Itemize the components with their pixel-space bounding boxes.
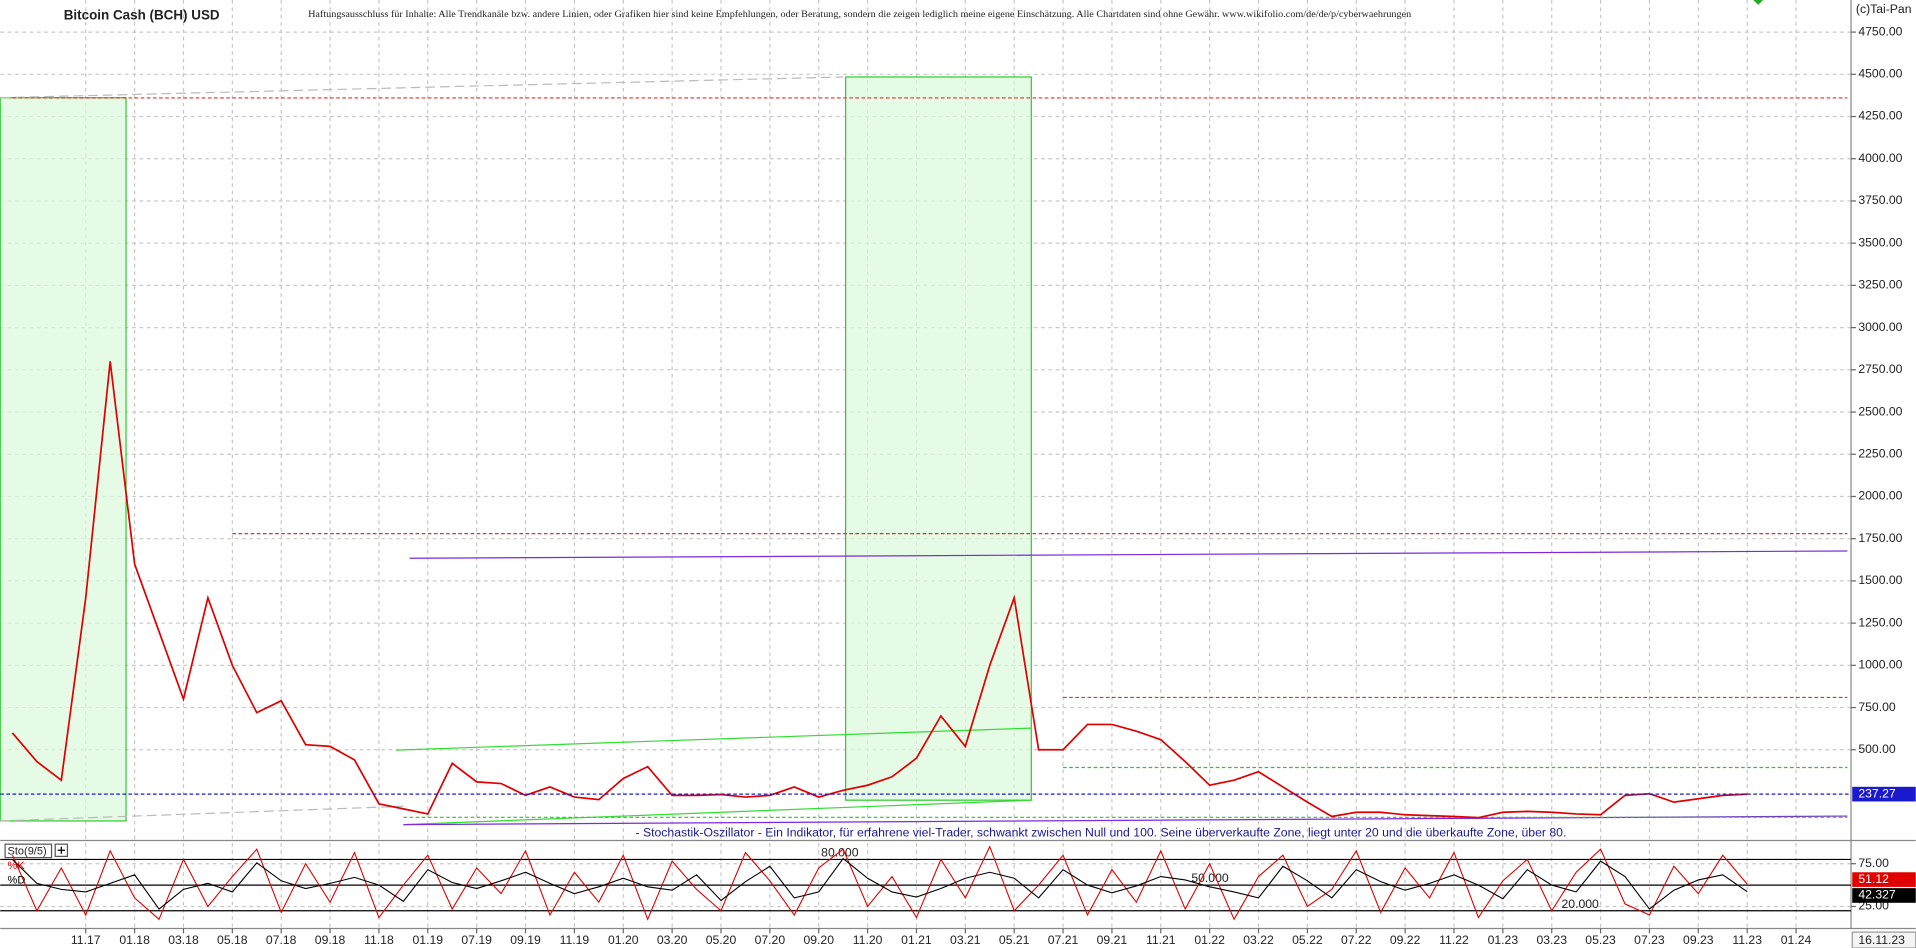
- x-tick-label: 11.21: [1146, 933, 1176, 947]
- legend-label: %D: [8, 875, 26, 887]
- x-tick-label: 07.23: [1634, 933, 1665, 947]
- x-tick-label: 09.22: [1390, 933, 1421, 947]
- level-label: 20.000: [1561, 897, 1599, 911]
- y-tick-label: 75.00: [1858, 856, 1889, 870]
- y-tick-label: 2500.00: [1858, 404, 1902, 418]
- y-tick-label: 4500.00: [1858, 67, 1902, 81]
- trend-line: [396, 727, 1032, 751]
- x-tick-label: 01.23: [1488, 933, 1519, 947]
- trend-line: [0, 805, 404, 822]
- x-tick-label: 01.21: [901, 933, 932, 947]
- level-label: 80.000: [821, 846, 859, 860]
- y-tick-label: 1250.00: [1858, 615, 1902, 629]
- level-label: 50.000: [1191, 871, 1229, 885]
- trend-line: [409, 550, 1848, 559]
- x-tick-label: 11.19: [560, 933, 590, 947]
- copyright: (c)Tai-Pan: [1856, 2, 1912, 16]
- x-tick-label: 09.19: [510, 933, 541, 947]
- y-tick-label: 2000.00: [1858, 489, 1902, 503]
- trend-line: [0, 76, 844, 99]
- last-value-label: 51.12: [1858, 872, 1889, 886]
- x-tick-label: 07.19: [461, 933, 492, 947]
- x-tick-label: 01.22: [1194, 933, 1225, 947]
- x-tick-label: 01.19: [413, 933, 444, 947]
- last-value-box: [1852, 786, 1916, 802]
- x-tick-label: 11.22: [1439, 933, 1469, 947]
- x-tick-label: 05.22: [1292, 933, 1323, 947]
- x-tick-label: 09.21: [1097, 933, 1128, 947]
- x-tick-label: 11.23: [1732, 933, 1762, 947]
- y-tick-label: 1500.00: [1858, 573, 1902, 587]
- last-value-box: [1852, 888, 1916, 903]
- x-tick-label: 11.18: [364, 933, 394, 947]
- x-tick-label: 11.20: [853, 933, 883, 947]
- x-tick-label: 07.20: [755, 933, 786, 947]
- cursor-date: 16.11.23: [1858, 933, 1905, 947]
- data-line: [11, 845, 1748, 921]
- y-tick-label: 1750.00: [1858, 531, 1902, 545]
- x-tick-label: 05.20: [706, 933, 737, 947]
- disclaimer: Haftungsausschluss für Inhalte: Alle Tre…: [308, 9, 1411, 20]
- x-tick-label: 05.21: [999, 933, 1030, 947]
- x-tick-label: 09.23: [1683, 933, 1714, 947]
- x-tick-label: 11.17: [71, 933, 101, 947]
- last-value-label: 237.27: [1858, 786, 1896, 800]
- last-value-box: [1852, 872, 1916, 887]
- legend-label: %K: [8, 860, 26, 872]
- y-tick-label: 4250.00: [1858, 109, 1902, 123]
- last-value-label: 42.327: [1858, 888, 1896, 902]
- data-line: [11, 361, 1748, 819]
- trend-line: [403, 799, 1032, 826]
- y-tick-label: 3750.00: [1858, 193, 1902, 207]
- indicator-note: - Stochastik-Oszillator - Ein Indikator,…: [635, 825, 1566, 839]
- x-tick-label: 03.21: [950, 933, 981, 947]
- x-tick-label: 09.18: [315, 933, 346, 947]
- y-tick-label: 750.00: [1858, 700, 1896, 714]
- x-tick-label: 07.21: [1048, 933, 1079, 947]
- x-tick-label: 01.18: [119, 933, 150, 947]
- x-tick-label: 03.22: [1243, 933, 1274, 947]
- y-tick-label: 1000.00: [1858, 658, 1902, 672]
- chart-title: Bitcoin Cash (BCH) USD: [64, 7, 220, 22]
- x-tick-label: 03.20: [657, 933, 688, 947]
- data-line: [12, 857, 1748, 910]
- y-tick-label: 3000.00: [1858, 320, 1902, 334]
- marker-arrow: [1753, 0, 1764, 5]
- x-tick-label: 05.18: [217, 933, 248, 947]
- x-tick-label: 01.24: [1781, 933, 1812, 947]
- y-tick-label: 2750.00: [1858, 362, 1902, 376]
- x-tick-label: 09.20: [803, 933, 834, 947]
- x-tick-label: 05.23: [1585, 933, 1616, 947]
- y-tick-label: 3500.00: [1858, 235, 1902, 249]
- x-tick-label: 01.20: [608, 933, 639, 947]
- indicator-title: Sto(9/5): [8, 845, 47, 857]
- y-tick-label: 4750.00: [1858, 24, 1902, 38]
- plus-icon: [57, 846, 65, 854]
- x-tick-label: 07.22: [1341, 933, 1372, 947]
- zone-box: [844, 76, 1032, 801]
- y-tick-label: 2250.00: [1858, 446, 1902, 460]
- zone-box: [0, 97, 127, 822]
- indicator-label-box: [4, 843, 53, 859]
- x-tick-label: 03.23: [1536, 933, 1567, 947]
- x-tick-label: 03.18: [168, 933, 199, 947]
- y-tick-label: 4000.00: [1858, 151, 1902, 165]
- x-tick-label: 07.18: [266, 933, 297, 947]
- y-tick-label: 3250.00: [1858, 278, 1902, 292]
- y-tick-label: 500.00: [1858, 742, 1896, 756]
